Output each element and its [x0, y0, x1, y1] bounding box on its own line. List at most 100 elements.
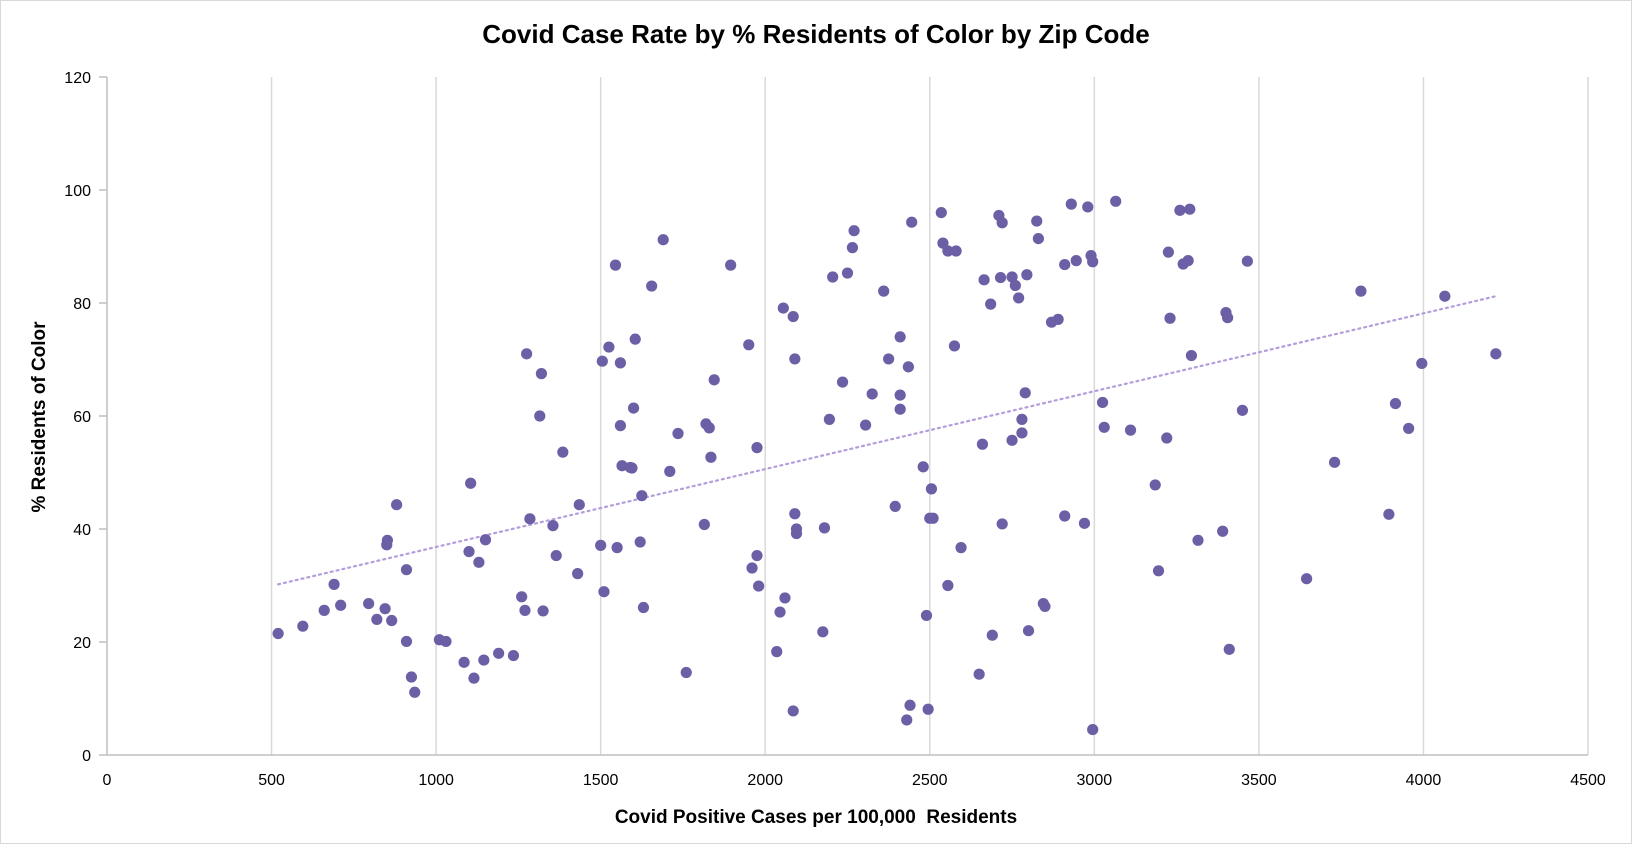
- data-point-27: [516, 591, 528, 603]
- data-point-168: [1301, 573, 1313, 585]
- data-point-19: [463, 546, 475, 558]
- data-point-7: [379, 603, 391, 615]
- data-point-140: [1065, 198, 1077, 210]
- data-point-154: [1162, 246, 1174, 258]
- x-tick-label-500: 500: [258, 772, 285, 789]
- data-point-127: [1016, 413, 1028, 425]
- data-point-68: [751, 442, 763, 454]
- data-point-138: [1059, 510, 1071, 522]
- data-point-94: [894, 389, 906, 401]
- data-point-141: [1070, 255, 1082, 267]
- data-point-74: [779, 592, 791, 604]
- data-point-69: [751, 549, 763, 562]
- data-point-75: [787, 310, 799, 323]
- data-point-31: [534, 410, 546, 422]
- x-tick-label-4500: 4500: [1570, 772, 1606, 789]
- data-point-165: [1223, 643, 1235, 655]
- data-point-106: [927, 512, 939, 524]
- data-point-167: [1241, 255, 1253, 267]
- data-point-96: [894, 403, 906, 415]
- data-point-142: [1078, 517, 1091, 529]
- data-point-150: [1124, 424, 1137, 436]
- x-tick-label-4000: 4000: [1406, 772, 1442, 789]
- data-point-35: [550, 549, 562, 562]
- data-point-126: [1013, 292, 1025, 304]
- data-point-81: [817, 626, 829, 638]
- data-point-130: [1021, 269, 1033, 281]
- data-point-45: [614, 420, 627, 432]
- data-point-120: [994, 271, 1007, 284]
- x-tick-label-0: 0: [103, 772, 112, 789]
- data-point-1: [297, 620, 309, 632]
- data-point-131: [1022, 625, 1035, 637]
- data-point-10: [386, 614, 398, 627]
- data-point-32: [535, 368, 548, 380]
- data-point-153: [1161, 432, 1173, 444]
- data-point-44: [611, 542, 623, 554]
- y-tick-label-40: 40: [73, 522, 91, 539]
- data-point-50: [627, 402, 640, 414]
- data-point-143: [1082, 201, 1094, 213]
- data-point-159: [1184, 203, 1196, 215]
- data-point-15: [409, 686, 421, 698]
- data-point-71: [771, 646, 783, 658]
- data-point-63: [705, 451, 717, 463]
- data-point-133: [1032, 232, 1044, 245]
- data-point-161: [1192, 534, 1204, 546]
- data-point-2: [318, 604, 330, 616]
- data-point-147: [1096, 396, 1109, 409]
- data-point-102: [920, 609, 933, 622]
- x-tick-label-2500: 2500: [912, 772, 948, 789]
- data-point-59: [680, 666, 692, 679]
- data-point-169: [1328, 456, 1341, 468]
- data-point-65: [725, 259, 737, 271]
- data-point-149: [1110, 195, 1122, 207]
- x-tick-label-3500: 3500: [1241, 772, 1277, 789]
- data-point-37: [572, 568, 584, 580]
- data-point-58: [672, 427, 684, 440]
- y-tick-label-80: 80: [73, 296, 91, 313]
- data-point-125: [1009, 279, 1021, 292]
- data-point-53: [636, 490, 648, 502]
- data-point-80: [790, 527, 803, 540]
- data-point-124: [1006, 271, 1018, 283]
- data-point-72: [774, 606, 786, 618]
- y-tick-label-20: 20: [73, 635, 91, 652]
- data-point-83: [823, 413, 835, 425]
- data-point-54: [637, 601, 650, 614]
- data-point-158: [1182, 255, 1194, 267]
- axes: [106, 77, 1588, 756]
- data-point-40: [596, 355, 608, 367]
- data-point-92: [883, 353, 895, 365]
- data-point-111: [948, 340, 961, 352]
- y-tick-label-60: 60: [73, 409, 91, 426]
- data-point-123: [1006, 434, 1018, 446]
- data-point-137: [1052, 313, 1064, 325]
- data-point-28: [519, 604, 531, 616]
- data-point-73: [777, 302, 789, 314]
- data-point-20: [465, 477, 477, 489]
- data-point-121: [996, 518, 1008, 530]
- y-tick-label-120: 120: [64, 70, 91, 87]
- data-point-93: [889, 500, 901, 512]
- data-point-33: [537, 605, 549, 617]
- data-point-101: [917, 461, 929, 473]
- trendline-group: [277, 295, 1497, 586]
- data-point-49: [626, 462, 638, 474]
- data-point-62: [703, 422, 715, 434]
- data-point-160: [1185, 349, 1198, 362]
- data-point-84: [827, 271, 839, 283]
- y-axis-ticks: 0 20 40 60 80 100 120: [64, 70, 107, 765]
- data-point-64: [708, 374, 720, 386]
- data-point-86: [841, 267, 854, 279]
- trendline: [277, 295, 1497, 586]
- data-point-77: [789, 508, 801, 520]
- data-point-122: [996, 217, 1008, 229]
- data-point-36: [557, 446, 569, 458]
- data-point-162: [1217, 525, 1229, 537]
- data-point-46: [614, 357, 627, 369]
- data-point-135: [1039, 600, 1051, 613]
- data-point-173: [1403, 422, 1415, 435]
